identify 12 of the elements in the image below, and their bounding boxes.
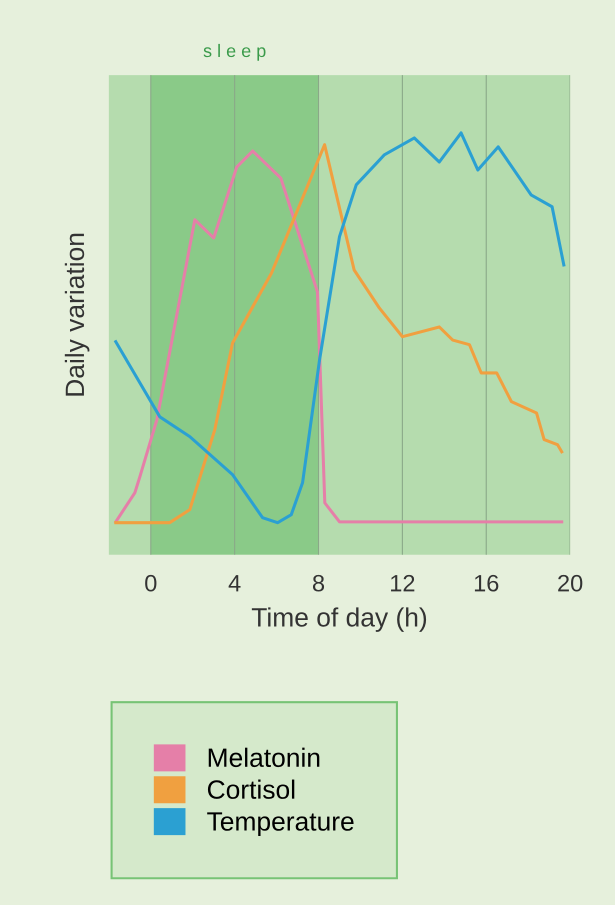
band-label: s l e e p <box>204 44 266 61</box>
x-tick-label: 20 <box>558 574 582 592</box>
legend-label: Temperature <box>207 812 354 836</box>
x-tick-label: 4 <box>228 575 241 592</box>
legend-label: Melatonin <box>208 748 320 768</box>
x-axis-title: Time of day (h) <box>252 607 426 632</box>
x-tick-label: 16 <box>474 574 498 592</box>
y-axis-title: Daily variation <box>64 234 90 396</box>
x-tick-label: 8 <box>312 574 324 592</box>
legend-label: Cortisol <box>208 780 294 799</box>
x-tick-label: 12 <box>391 574 414 592</box>
x-tick-label: 0 <box>145 574 156 592</box>
